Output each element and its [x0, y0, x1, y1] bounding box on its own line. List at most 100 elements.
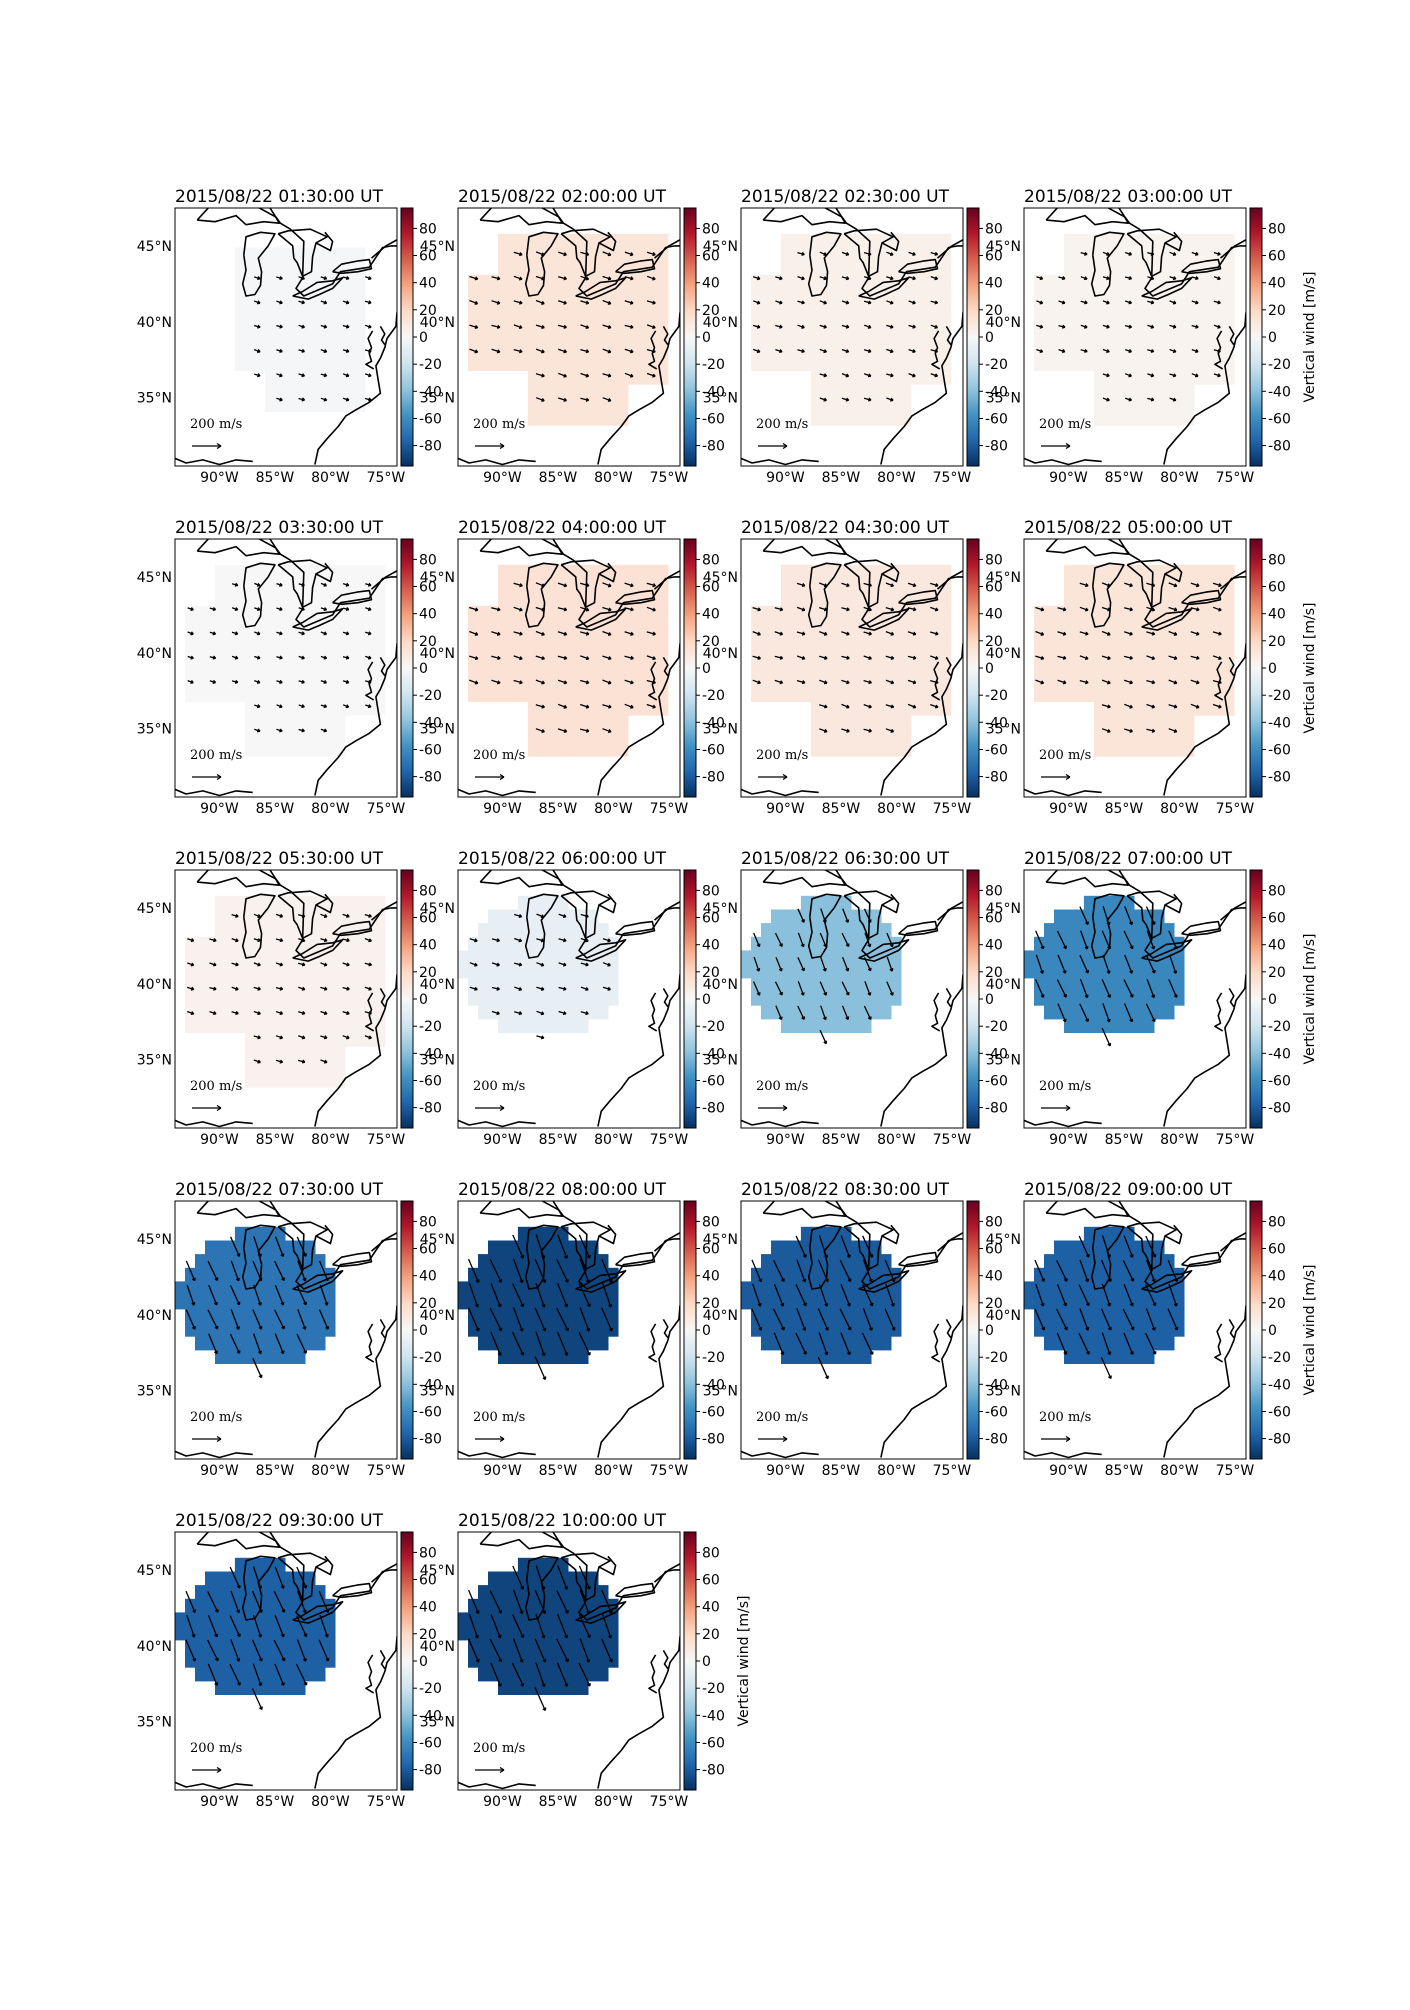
colorbar-tick-label: -60: [702, 743, 725, 759]
panel-title: 2015/08/22 09:30:00 UT: [175, 1511, 384, 1531]
panel-title: 2015/08/22 02:00:00 UT: [458, 187, 667, 207]
colorbar-tick-label: -60: [985, 412, 1008, 428]
coastlines: [1024, 208, 1246, 466]
lat-tick-label: 40°N: [420, 1308, 455, 1324]
reference-arrow-label: 200 m/s: [756, 417, 808, 432]
colorbar-tick-label: -40: [419, 384, 442, 400]
lat-tick-label: 40°N: [137, 1639, 172, 1655]
colorbar-tick-label: -60: [985, 743, 1008, 759]
colorbar-tick-label: -80: [702, 439, 725, 455]
colorbar-tick-label: -60: [419, 743, 442, 759]
colorbar-tick-label: -60: [1268, 1074, 1291, 1090]
colorbar-tick-label: 20: [419, 634, 437, 650]
colorbar-tick-label: 60: [1268, 580, 1286, 596]
colorbar-tick-label: 20: [1268, 965, 1286, 981]
colorbar-tick-label: 80: [985, 221, 1003, 237]
lat-tick-label: 45°N: [420, 901, 455, 917]
lon-tick-label: 80°W: [594, 1463, 633, 1479]
colorbar-tick-label: 60: [419, 911, 437, 927]
lon-tick-label: 90°W: [1049, 1132, 1088, 1148]
lon-tick-label: 90°W: [200, 1463, 239, 1479]
lat-tick-label: 35°N: [703, 1053, 738, 1069]
lon-tick-label: 85°W: [1105, 1132, 1144, 1148]
colorbar-tick-label: -20: [1268, 357, 1291, 373]
colorbar-tick-label: -60: [702, 412, 725, 428]
colorbar-tick-label: 60: [702, 911, 720, 927]
coastlines: [741, 870, 963, 1128]
colorbar-tick-label: 20: [419, 965, 437, 981]
lat-tick-label: 35°N: [137, 1715, 172, 1731]
lon-tick-label: 80°W: [1160, 470, 1199, 486]
colorbar-tick-label: 20: [702, 965, 720, 981]
coastlines: [741, 1201, 963, 1459]
colorbar-tick-label: -20: [1268, 1350, 1291, 1366]
lon-tick-label: 85°W: [822, 801, 861, 817]
colorbar-tick-label: 40: [702, 276, 720, 292]
map-panel: 2015/08/22 01:30:00 UT 200 m/s 90°W 85°W 80°…: [137, 187, 442, 486]
lat-tick-label: 45°N: [137, 570, 172, 586]
coastlines: [1024, 539, 1246, 797]
lat-tick-label: 40°N: [703, 646, 738, 662]
colorbar-tick-label: -20: [419, 1350, 442, 1366]
colorbar-tick-label: -20: [985, 357, 1008, 373]
colorbar: 80 60 40 20 0 -20 -40 -60 -80: [966, 207, 1008, 467]
colorbar-tick-label: -40: [985, 715, 1008, 731]
lat-tick-label: 35°N: [420, 722, 455, 738]
vertical-wind-field: [175, 1226, 336, 1364]
colorbar-tick-label: -40: [419, 715, 442, 731]
colorbar-tick-label: -60: [985, 1405, 1008, 1421]
reference-arrow-label: 200 m/s: [1039, 1410, 1091, 1425]
colorbar-tick-label: -20: [702, 1350, 725, 1366]
reference-arrow-label: 200 m/s: [190, 1741, 242, 1756]
wind-arrows: [1034, 1235, 1179, 1380]
vertical-wind-field: [175, 1557, 336, 1695]
vertical-wind-field: [1034, 233, 1235, 426]
coastlines: [741, 539, 963, 797]
colorbar-tick-label: -60: [419, 1405, 442, 1421]
colorbar-label: Vertical wind [m/s]: [1302, 272, 1318, 403]
map-frame: [740, 207, 964, 467]
colorbar-tick-label: -80: [1268, 770, 1291, 786]
lat-tick-label: 40°N: [137, 315, 172, 331]
colorbar-tick-label: 20: [419, 303, 437, 319]
lon-tick-label: 75°W: [650, 1794, 689, 1810]
colorbar-tick-label: -80: [702, 1432, 725, 1448]
reference-arrow: 200 m/s: [473, 1741, 525, 1774]
map-frame: [740, 869, 964, 1129]
colorbar: 80 60 40 20 0 -20 -40 -60 -80: [683, 538, 725, 798]
lat-tick-label: 45°N: [137, 901, 172, 917]
colorbar: 80 60 40 20 0 -20 -40 -60 -80: [683, 1200, 725, 1460]
map-panel: 2015/08/22 02:00:00 UT 200 m/s 90°W 85°W 80°…: [420, 187, 725, 486]
map-frame: [1023, 207, 1247, 467]
coastlines: [175, 1532, 397, 1790]
colorbar-tick-label: -40: [1268, 1046, 1291, 1062]
colorbar-tick-label: 20: [419, 1296, 437, 1312]
panel-title: 2015/08/22 06:00:00 UT: [458, 849, 667, 869]
map-frame: [174, 869, 398, 1129]
colorbar-tick-label: -60: [702, 1074, 725, 1090]
lon-tick-label: 85°W: [539, 1132, 578, 1148]
lon-tick-label: 75°W: [650, 1132, 689, 1148]
colorbar-label: Vertical wind [m/s]: [1302, 603, 1318, 734]
lat-tick-label: 45°N: [420, 1232, 455, 1248]
vertical-wind-field: [185, 895, 386, 1088]
vertical-wind-field: [468, 564, 669, 757]
lat-tick-label: 35°N: [703, 1384, 738, 1400]
colorbar-tick-label: -80: [702, 1763, 725, 1779]
wind-arrows: [1035, 582, 1222, 733]
colorbar-tick-label: -20: [702, 357, 725, 373]
vertical-wind-field: [458, 1226, 619, 1364]
lat-tick-label: 35°N: [137, 1384, 172, 1400]
panel-title: 2015/08/22 09:00:00 UT: [1024, 1180, 1233, 1200]
colorbar-tick-label: 60: [1268, 249, 1286, 265]
colorbar-tick-label: 80: [702, 221, 720, 237]
colorbar-tick-label: -80: [985, 1432, 1008, 1448]
vertical-wind-field: [751, 564, 952, 757]
reference-arrow-label: 200 m/s: [756, 748, 808, 763]
colorbar-tick-label: -60: [419, 1074, 442, 1090]
colorbar-tick-label: 80: [1268, 1214, 1286, 1230]
lon-tick-label: 75°W: [367, 801, 406, 817]
colorbar-tick-label: -40: [702, 384, 725, 400]
reference-arrow: 200 m/s: [190, 1741, 242, 1774]
panel-title: 2015/08/22 05:30:00 UT: [175, 849, 384, 869]
